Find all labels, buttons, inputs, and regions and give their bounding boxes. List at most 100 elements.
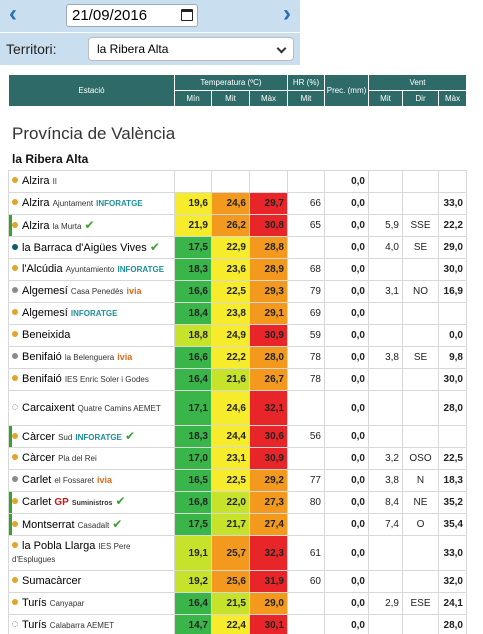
stations-table: Alzira II 0,0 Alzira Ajuntament INFORATGE 1… <box>8 170 467 634</box>
table-row[interactable]: Beneixida 18,8 24,9 30,9 59 0,0 0,0 <box>8 324 467 347</box>
station-cell: Turís Canyapar <box>8 592 175 615</box>
verified-check-icon: ✔ <box>124 428 136 443</box>
wind-dir-cell: SE <box>402 346 439 369</box>
station-dot-icon <box>12 621 18 627</box>
prec-cell: 0,0 <box>324 302 369 325</box>
temp-mit-cell: 22,4 <box>211 614 250 634</box>
station-name[interactable]: Carlet <box>22 474 52 486</box>
table-row[interactable]: Sumacàrcer 19,2 25,6 31,9 60 0,0 32,0 <box>8 570 467 593</box>
header-temp-min: Mín <box>174 90 212 107</box>
temp-min-cell: 17,5 <box>174 236 212 259</box>
prec-cell: 0,0 <box>324 236 369 259</box>
station-dot-icon <box>12 577 18 583</box>
station-name[interactable]: Alzira <box>22 219 50 232</box>
table-row[interactable]: Càrcer Sud INFORATGE ✔ 18,3 24,4 30,6 56 0,0 <box>8 425 467 448</box>
station-name[interactable]: Montserrat <box>22 518 75 531</box>
station-name[interactable]: Carlet <box>22 496 52 508</box>
prec-cell: 0,0 <box>324 614 369 634</box>
station-dot-icon <box>12 375 18 381</box>
station-cell: Càrcer Sud INFORATGE ✔ <box>8 425 175 448</box>
table-row[interactable]: Alzira II 0,0 <box>8 170 467 193</box>
table-row[interactable]: Carcaixent Quatre Camins AEMET 17,1 24,6 32… <box>8 390 467 426</box>
station-name[interactable]: Alzira <box>22 197 50 209</box>
wind-dir-cell <box>402 258 439 281</box>
table-row[interactable]: Carlet el Fossaret ivia 16,5 22,5 29,2 77 0,0… <box>8 469 467 492</box>
station-cell: Alzira la Murta ✔ <box>8 214 175 237</box>
previous-day-chevron-icon[interactable]: ‹ <box>9 0 17 27</box>
territory-bar: Territori: la Ribera Alta <box>0 33 300 65</box>
temp-max-cell: 30,6 <box>249 425 288 448</box>
table-row[interactable]: Alzira la Murta ✔ 21,9 26,2 30,8 65 0,0 5,9 SSE… <box>8 214 467 237</box>
temp-max-cell: 27,4 <box>249 513 288 536</box>
station-cell: Sumacàrcer <box>8 570 175 593</box>
table-row[interactable]: Carlet GP Suministros ✔ 16,8 22,0 27,3 80 0,0… <box>8 491 467 514</box>
next-day-chevron-icon[interactable]: › <box>283 0 291 27</box>
temp-mit-cell: 22,5 <box>211 469 250 492</box>
station-name[interactable]: Càrcer <box>22 430 56 443</box>
temp-max-cell: 31,9 <box>249 570 288 593</box>
wind-dir-cell <box>402 425 439 448</box>
station-name[interactable]: Algemesí <box>22 285 68 297</box>
wind-dir-cell: NE <box>402 491 439 514</box>
header-wind-max: Màx <box>438 90 468 107</box>
prec-cell: 0,0 <box>324 390 369 426</box>
station-name[interactable]: Turís <box>22 597 47 609</box>
station-name[interactable]: l'Alcúdia <box>22 263 63 275</box>
hr-cell: 77 <box>287 469 325 492</box>
station-cell: Càrcer Pla del Rei <box>8 447 175 470</box>
table-row[interactable]: Turís Calabarra AEMET 14,7 22,4 30,1 0,0 28,0 <box>8 614 467 634</box>
verified-check-icon: ✔ <box>115 494 126 508</box>
territory-select[interactable]: la Ribera Alta <box>88 37 294 61</box>
station-sub: la Belenguera <box>64 353 115 362</box>
station-sub: Pla del Rei <box>58 454 97 463</box>
station-name[interactable]: Alzira <box>22 175 50 187</box>
temp-min-cell <box>174 170 212 193</box>
wind-max-cell: 22,2 <box>438 214 467 237</box>
wind-mit-cell <box>368 570 403 593</box>
station-name[interactable]: la Barraca d'Aigües Vives <box>22 241 147 254</box>
table-row[interactable]: la Pobla Llarga IES Pere d'Esplugues 19,1… <box>8 535 467 571</box>
table-row[interactable]: la Barraca d'Aigües Vives ✔ 17,5 22,9 28,8 0… <box>8 236 467 259</box>
station-name[interactable]: la Pobla Llarga <box>22 540 96 552</box>
table-row[interactable]: Càrcer Pla del Rei 17,0 23,1 30,9 0,0 3,2 OSO 2… <box>8 447 467 470</box>
wind-dir-cell <box>402 614 439 634</box>
station-name[interactable]: Algemesí <box>22 307 68 319</box>
table-row[interactable]: Benifaió IES Enric Soler i Godes 16,4 21,6… <box>8 368 467 391</box>
station-name[interactable]: Turís <box>22 619 47 631</box>
table-row[interactable]: Algemesí INFORATGE 18,4 23,8 29,1 69 0,0 <box>8 302 467 325</box>
station-sub: Casadalt <box>77 520 110 530</box>
station-name[interactable]: Sumacàrcer <box>22 575 82 587</box>
station-name[interactable]: Benifaió <box>22 373 62 385</box>
table-row[interactable]: Alzira Ajuntament INFORATGE 19,6 24,6 29,7 6… <box>8 192 467 215</box>
hr-cell: 66 <box>287 192 325 215</box>
station-cell: Alzira II <box>8 170 175 193</box>
station-dot-icon <box>12 287 18 293</box>
table-row[interactable]: Montserrat Casadalt ✔ 17,5 21,7 27,4 0,0 7,4 O… <box>8 513 467 536</box>
prec-cell: 0,0 <box>324 368 369 391</box>
table-row[interactable]: Turís Canyapar 16,4 21,5 29,0 0,0 2,9 ESE 24,1 <box>8 592 467 615</box>
wind-max-cell: 29,0 <box>438 236 467 259</box>
table-row[interactable]: l'Alcúdia Ayuntamiento INFORATGE 18,3 23,6… <box>8 258 467 281</box>
wind-mit-cell <box>368 535 403 571</box>
station-cell: Algemesí Casa Penedès ivia <box>8 280 175 303</box>
prec-cell: 0,0 <box>324 214 369 237</box>
date-input[interactable]: 21/09/2016 <box>66 4 198 27</box>
temp-max-cell: 30,1 <box>249 614 288 634</box>
wind-dir-cell: NO <box>402 280 439 303</box>
wind-mit-cell: 3,1 <box>368 280 403 303</box>
table-row[interactable]: Benifaió la Belenguera ivia 16,6 22,2 28,0 7… <box>8 346 467 369</box>
table-row[interactable]: Algemesí Casa Penedès ivia 16,6 22,5 29,3 79… <box>8 280 467 303</box>
temp-max-cell: 32,1 <box>249 390 288 426</box>
wind-mit-cell <box>368 324 403 347</box>
station-name[interactable]: Càrcer <box>22 452 56 464</box>
station-name[interactable]: Carcaixent <box>22 401 75 414</box>
temp-mit-cell: 22,5 <box>211 280 250 303</box>
station-cell: Montserrat Casadalt ✔ <box>8 513 175 536</box>
wind-max-cell: 16,9 <box>438 280 467 303</box>
station-name[interactable]: Benifaió <box>22 351 62 363</box>
hr-cell: 78 <box>287 346 325 369</box>
wind-mit-cell <box>368 425 403 448</box>
calendar-icon[interactable] <box>181 9 193 21</box>
station-name[interactable]: Beneixida <box>22 329 71 341</box>
temp-max-cell: 29,1 <box>249 302 288 325</box>
